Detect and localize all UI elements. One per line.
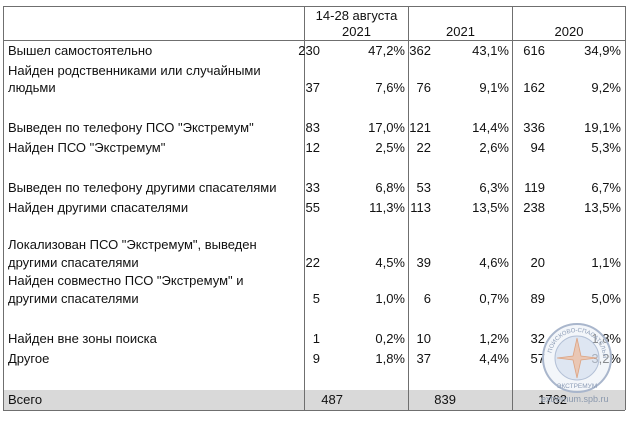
row-value-aug2021: 33 <box>305 180 320 195</box>
row-label: Выведен по телефону ПСО "Экстремум" <box>8 120 254 135</box>
column-divider-1 <box>304 6 305 410</box>
row-pct-2021: 1,2% <box>479 331 509 346</box>
compass-star-icon <box>556 337 598 379</box>
row-value-aug2021: 83 <box>305 120 320 135</box>
row-value-2020: 89 <box>530 291 545 306</box>
row-pct-2020: 34,9% <box>584 43 621 58</box>
row-value-2020: 119 <box>524 180 545 195</box>
header-col-aug-2021: 14-28 августа 2021 <box>305 8 408 40</box>
row-value-2021: 37 <box>416 351 431 366</box>
row-value-2020: 162 <box>523 80 545 95</box>
row-pct-aug2021: 1,0% <box>375 291 405 306</box>
row-pct-aug2021: 2,5% <box>375 140 405 155</box>
row-label: Найден родственниками или случайными <box>8 63 261 78</box>
row-value-aug2021: 37 <box>305 80 320 95</box>
row-label: Найден совместно ПСО "Экстремум" и <box>8 273 244 288</box>
total-label: Всего <box>8 392 43 407</box>
table-border-bottom <box>3 410 625 411</box>
row-pct-2021: 13,5% <box>472 200 509 215</box>
row-value-aug2021: 230 <box>298 43 320 58</box>
header-col-aug-2021-line1: 14-28 августа <box>315 8 398 23</box>
row-value-aug2021: 9 <box>312 351 320 366</box>
row-label: Выведен по телефону другими спасателями <box>8 180 277 195</box>
row-pct-2021: 43,1% <box>472 43 509 58</box>
row-pct-2021: 2,6% <box>479 140 509 155</box>
row-label: Найден ПСО "Экстремум" <box>8 140 166 155</box>
row-pct-2020: 9,2% <box>591 80 621 95</box>
row-pct-aug2021: 7,6% <box>375 80 405 95</box>
header-divider <box>3 40 625 41</box>
total-value-2021: 839 <box>434 392 456 407</box>
row-value-2021: 362 <box>409 43 431 58</box>
row-value-2020: 57 <box>530 351 545 366</box>
row-value-2021: 6 <box>423 291 431 306</box>
row-label-line2: другими спасателями <box>8 255 139 270</box>
row-label: Локализован ПСО "Экстремум", выведен <box>8 237 257 252</box>
row-label: Найден вне зоны поиска <box>8 331 157 346</box>
row-pct-aug2021: 0,2% <box>375 331 405 346</box>
row-pct-2021: 6,3% <box>479 180 509 195</box>
row-value-2020: 20 <box>530 255 545 270</box>
watermark-url: extremum.spb.ru <box>541 394 609 404</box>
row-pct-aug2021: 1,8% <box>375 351 405 366</box>
row-pct-aug2021: 17,0% <box>368 120 405 135</box>
row-value-2021: 39 <box>416 255 431 270</box>
row-value-2021: 76 <box>416 80 431 95</box>
row-value-2020: 94 <box>530 140 545 155</box>
header-col-2020: 2020 <box>554 24 584 39</box>
row-pct-2021: 14,4% <box>472 120 509 135</box>
row-label: Вышел самостоятельно <box>8 43 153 58</box>
row-label: Найден другими спасателями <box>8 200 189 215</box>
row-pct-2021: 0,7% <box>479 291 509 306</box>
row-value-2021: 113 <box>410 200 431 215</box>
row-pct-aug2021: 6,8% <box>375 180 405 195</box>
row-pct-2021: 4,6% <box>479 255 509 270</box>
row-pct-2020: 1,1% <box>591 255 621 270</box>
row-pct-2020: 6,7% <box>591 180 621 195</box>
row-value-2021: 53 <box>416 180 431 195</box>
header-col-2021: 2021 <box>446 24 475 39</box>
row-pct-2020: 5,0% <box>591 291 621 306</box>
row-pct-2020: 13,5% <box>584 200 621 215</box>
row-value-aug2021: 5 <box>312 291 320 306</box>
row-pct-2021: 9,1% <box>479 80 509 95</box>
row-value-aug2021: 22 <box>305 255 320 270</box>
row-value-2020: 238 <box>523 200 545 215</box>
row-value-2021: 10 <box>416 331 431 346</box>
row-value-2021: 22 <box>416 140 431 155</box>
row-pct-aug2021: 47,2% <box>368 43 405 58</box>
row-pct-2020: 5,3% <box>591 140 621 155</box>
table-border-left <box>3 6 4 410</box>
row-value-2020: 336 <box>523 120 545 135</box>
column-divider-2 <box>408 6 409 410</box>
row-value-aug2021: 1 <box>312 331 320 346</box>
row-pct-aug2021: 4,5% <box>375 255 405 270</box>
logo-bottom-text: ЭКСТРЕМУМ <box>557 383 597 390</box>
total-value-aug2021: 487 <box>321 392 343 407</box>
row-label: Другое <box>8 351 50 366</box>
extremum-logo-watermark: ПОИСКОВО-СПАСАТЕЛЬНЫЙ ЭКСТРЕМУМ <box>541 322 612 393</box>
row-pct-2020: 19,1% <box>584 120 621 135</box>
column-divider-3 <box>512 6 513 410</box>
row-value-aug2021: 12 <box>305 140 320 155</box>
table-border-top <box>3 6 625 7</box>
row-value-aug2021: 55 <box>305 200 320 215</box>
row-pct-2021: 4,4% <box>479 351 509 366</box>
row-value-2020: 616 <box>523 43 545 58</box>
row-pct-aug2021: 11,3% <box>369 200 405 215</box>
row-value-2020: 32 <box>530 331 545 346</box>
row-label-line2: людьми <box>8 80 56 95</box>
row-value-2021: 121 <box>409 120 431 135</box>
header-col-aug-2021-line2: 2021 <box>342 24 371 39</box>
row-label-line2: другими спасателями <box>8 291 139 306</box>
total-row-background <box>3 390 625 410</box>
header-row <box>3 6 625 40</box>
table-border-right <box>625 6 626 410</box>
total-value-2020: 1762 <box>538 392 567 407</box>
